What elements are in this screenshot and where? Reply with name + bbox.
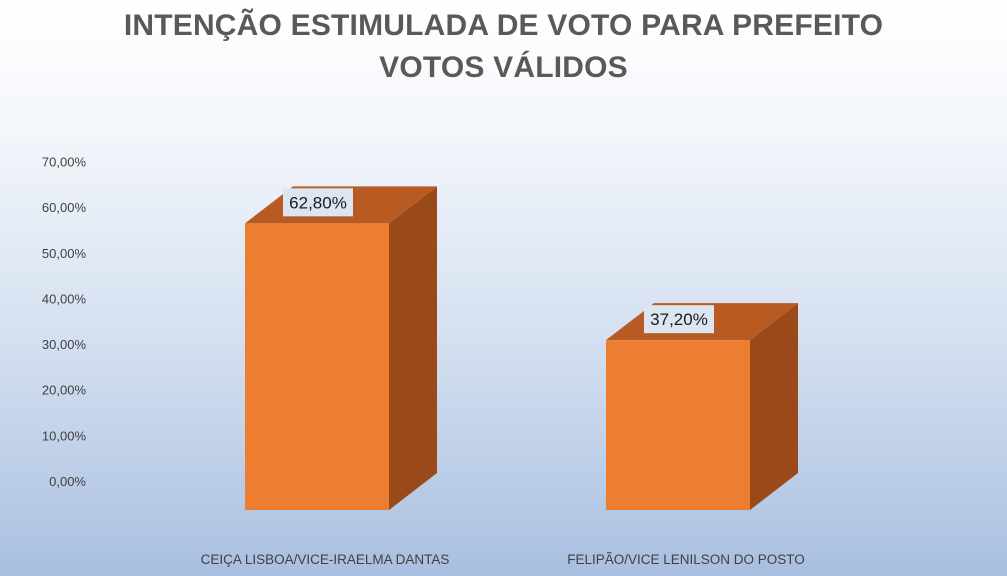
y-tick-label: 60,00%	[42, 200, 87, 215]
chart-subtitle: VOTOS VÁLIDOS	[379, 51, 628, 84]
y-tick-label: 70,00%	[42, 154, 87, 169]
data-label: 37,20%	[644, 305, 714, 334]
x-category-label: FELIPÃO/VICE LENILSON DO POSTO	[567, 552, 805, 567]
y-tick-label: 0,00%	[49, 474, 86, 489]
data-label: 62,80%	[283, 188, 353, 217]
x-axis: CEIÇA LISBOA/VICE-IRAELMA DANTAS FELIPÃO/…	[201, 552, 805, 567]
data-labels: 62,80% 37,20%	[283, 188, 714, 334]
bar	[606, 303, 798, 510]
bars	[245, 186, 798, 510]
bar-side	[750, 303, 798, 510]
data-label-text: 62,80%	[289, 193, 347, 212]
bar	[245, 186, 437, 510]
bar-front	[245, 223, 389, 510]
data-label-box	[644, 305, 714, 334]
y-tick-label: 40,00%	[42, 291, 87, 306]
bar-side	[389, 186, 437, 510]
data-label-text: 37,20%	[650, 310, 708, 329]
data-label-box	[283, 188, 353, 217]
y-axis: 0,00% 10,00% 20,00% 30,00% 40,00% 50,00% 60,00…	[42, 154, 87, 489]
y-tick-label: 10,00%	[42, 428, 87, 443]
y-tick-label: 30,00%	[42, 337, 87, 352]
x-category-label: CEIÇA LISBOA/VICE-IRAELMA DANTAS	[201, 552, 450, 567]
y-tick-label: 50,00%	[42, 246, 87, 261]
chart-title: INTENÇÃO ESTIMULADA DE VOTO PARA PREFEIT…	[123, 9, 884, 42]
bar-front	[606, 340, 750, 510]
y-tick-label: 20,00%	[42, 383, 87, 398]
